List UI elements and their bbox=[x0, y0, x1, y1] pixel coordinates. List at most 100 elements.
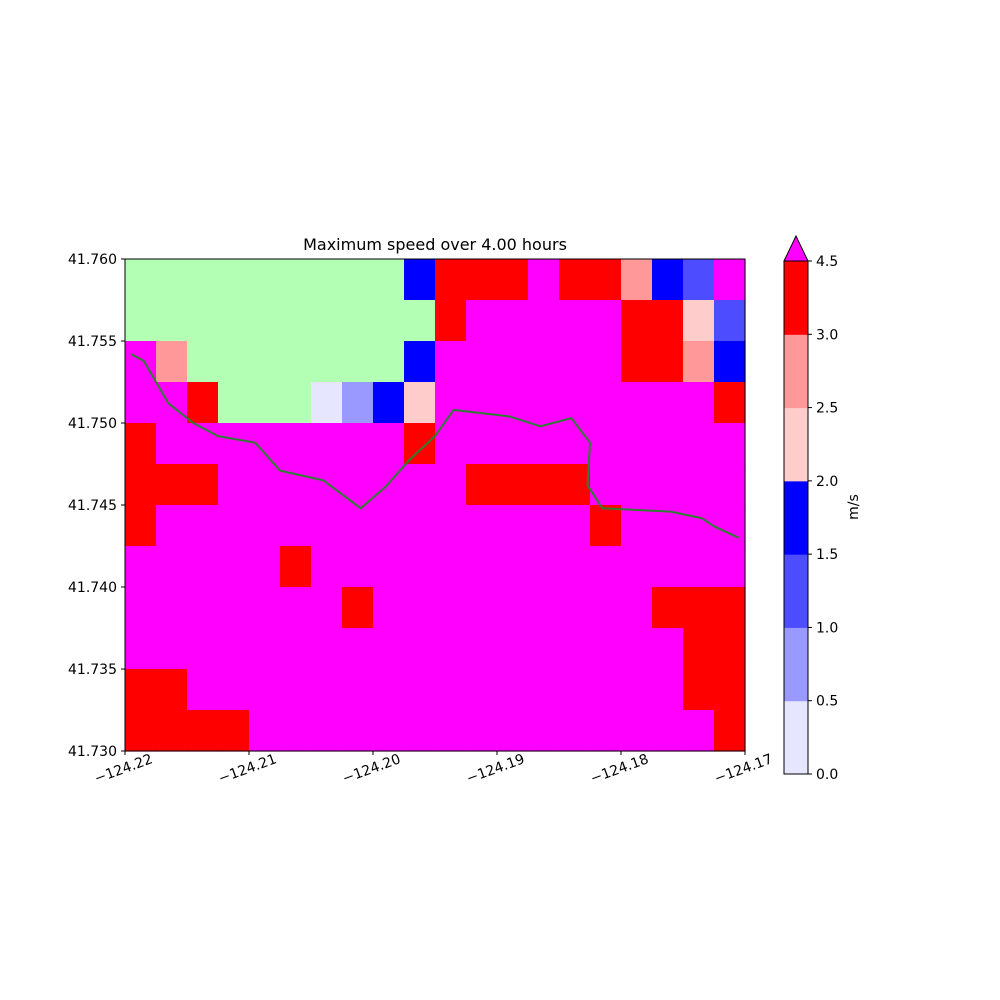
heatmap-cell bbox=[156, 259, 188, 301]
chart-title: Maximum speed over 4.00 hours bbox=[303, 235, 567, 254]
heatmap-cell bbox=[249, 587, 281, 629]
heatmap-cell bbox=[466, 300, 498, 342]
heatmap-cell bbox=[621, 382, 653, 424]
heatmap-cell bbox=[187, 382, 219, 424]
heatmap-cell bbox=[590, 341, 622, 383]
colorbar-label: m/s bbox=[846, 494, 862, 520]
y-tick-label: 41.750 bbox=[68, 416, 117, 432]
heatmap-cell bbox=[559, 259, 591, 301]
heatmap-cell bbox=[342, 382, 374, 424]
heatmap-cell bbox=[590, 669, 622, 711]
heatmap-cell bbox=[311, 587, 343, 629]
heatmap-cell bbox=[373, 382, 405, 424]
heatmap-cell bbox=[342, 341, 374, 383]
heatmap-cell bbox=[466, 464, 498, 506]
heatmap-cell bbox=[373, 628, 405, 670]
heatmap-cell bbox=[466, 423, 498, 465]
heatmap-cell bbox=[590, 382, 622, 424]
heatmap-cell bbox=[590, 710, 622, 752]
heatmap-cell bbox=[621, 341, 653, 383]
heatmap-cell bbox=[125, 300, 157, 342]
heatmap-cell bbox=[311, 382, 343, 424]
heatmap-cell bbox=[280, 505, 312, 547]
heatmap-cell bbox=[311, 505, 343, 547]
heatmap-cell bbox=[435, 464, 467, 506]
heatmap-cell bbox=[652, 464, 684, 506]
colorbar-tick-label: 0.0 bbox=[816, 767, 838, 783]
heatmap-cell bbox=[187, 628, 219, 670]
heatmap-cell bbox=[559, 546, 591, 588]
heatmap-cell bbox=[435, 546, 467, 588]
heatmap-cell bbox=[621, 423, 653, 465]
heatmap-cell bbox=[218, 423, 250, 465]
heatmap-cell bbox=[218, 546, 250, 588]
heatmap-cell bbox=[404, 505, 436, 547]
heatmap-cell bbox=[404, 341, 436, 383]
heatmap-cell bbox=[125, 587, 157, 629]
heatmap-cell bbox=[714, 628, 746, 670]
heatmap-cell bbox=[590, 587, 622, 629]
heatmap-cell bbox=[218, 341, 250, 383]
heatmap-cell bbox=[466, 259, 498, 301]
heatmap-cell bbox=[466, 382, 498, 424]
heatmap-cell bbox=[559, 382, 591, 424]
shoreline-line bbox=[130, 353, 740, 539]
colorbar-frame bbox=[783, 260, 809, 775]
heatmap-cell bbox=[590, 628, 622, 670]
heatmap-cell bbox=[373, 505, 405, 547]
heatmap-cell bbox=[404, 423, 436, 465]
heatmap-cell bbox=[404, 669, 436, 711]
heatmap-cell bbox=[249, 710, 281, 752]
heatmap-cell bbox=[714, 464, 746, 506]
heatmap-cell bbox=[218, 464, 250, 506]
heatmap-cell bbox=[187, 300, 219, 342]
heatmap-cell bbox=[373, 300, 405, 342]
heatmap-cell bbox=[621, 587, 653, 629]
heatmap-cell bbox=[373, 669, 405, 711]
heatmap-cell bbox=[187, 669, 219, 711]
heatmap-cell bbox=[714, 546, 746, 588]
heatmap-cell bbox=[652, 300, 684, 342]
colorbar-segment bbox=[784, 407, 808, 482]
heatmap-cell bbox=[404, 587, 436, 629]
heatmap-cell bbox=[187, 259, 219, 301]
heatmap-cell bbox=[218, 628, 250, 670]
heatmap-cell bbox=[373, 710, 405, 752]
heatmap-cell bbox=[311, 464, 343, 506]
heatmap-cell bbox=[435, 382, 467, 424]
heatmap-cell bbox=[559, 300, 591, 342]
heatmap-cell bbox=[156, 587, 188, 629]
heatmap-cell bbox=[497, 423, 529, 465]
heatmap-cell bbox=[435, 587, 467, 629]
heatmap-cell bbox=[373, 587, 405, 629]
heatmap-cell bbox=[311, 423, 343, 465]
heatmap-cell bbox=[435, 710, 467, 752]
heatmap-cell bbox=[621, 546, 653, 588]
heatmap-cell bbox=[528, 710, 560, 752]
heatmap-cell bbox=[559, 464, 591, 506]
heatmap-cell bbox=[714, 382, 746, 424]
heatmap-cell bbox=[559, 710, 591, 752]
heatmap-cell bbox=[373, 546, 405, 588]
colorbar-tick-label: 3.0 bbox=[816, 327, 838, 343]
heatmap-cell bbox=[125, 669, 157, 711]
heatmap-cell bbox=[187, 464, 219, 506]
heatmap-cell bbox=[683, 382, 715, 424]
heatmap-cell bbox=[683, 587, 715, 629]
colorbar-tick-label: 2.5 bbox=[816, 401, 838, 417]
heatmap-cell bbox=[435, 259, 467, 301]
heatmap-cells bbox=[125, 259, 746, 752]
heatmap-cell bbox=[280, 464, 312, 506]
heatmap-cell bbox=[714, 669, 746, 711]
colorbar-tick-label: 0.5 bbox=[816, 694, 838, 710]
heatmap-cell bbox=[156, 628, 188, 670]
heatmap-cell bbox=[683, 505, 715, 547]
heatmap-cell bbox=[342, 546, 374, 588]
heatmap-cell bbox=[249, 423, 281, 465]
heatmap-cell bbox=[559, 505, 591, 547]
heatmap-cell bbox=[528, 423, 560, 465]
heatmap-cell bbox=[652, 546, 684, 588]
heatmap-cell bbox=[249, 464, 281, 506]
colorbar-segment bbox=[784, 700, 808, 775]
heatmap-cell bbox=[683, 710, 715, 752]
